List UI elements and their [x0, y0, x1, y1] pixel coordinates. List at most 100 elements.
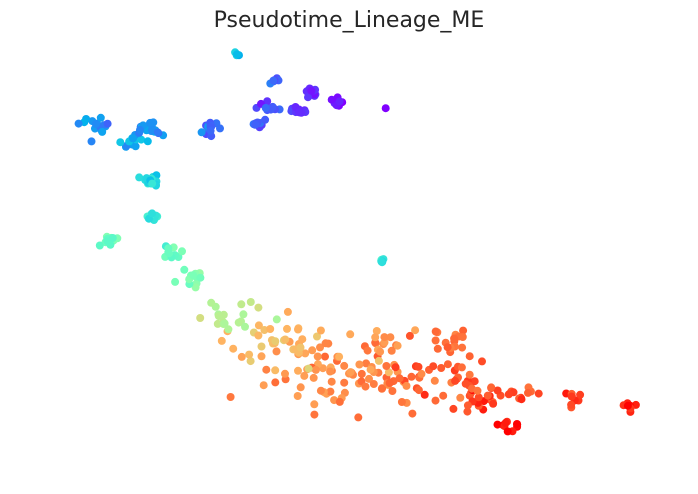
scatter-point	[91, 120, 100, 128]
scatter-point	[272, 347, 281, 356]
scatter-point	[294, 366, 302, 375]
scatter-point	[483, 391, 492, 400]
scatter-point	[261, 103, 270, 112]
scatter-point	[311, 365, 320, 374]
scatter-point	[206, 126, 215, 135]
scatter-point	[217, 336, 226, 345]
scatter-point	[377, 257, 386, 266]
scatter-point	[385, 379, 394, 387]
scatter-point	[372, 327, 381, 335]
scatter-point	[281, 369, 289, 378]
scatter-point	[229, 344, 238, 353]
scatter-point	[326, 367, 335, 376]
scatter-point	[461, 379, 470, 388]
scatter-point	[87, 137, 96, 146]
scatter-point	[254, 331, 263, 340]
scatter-point	[251, 120, 260, 129]
scatter-point	[296, 383, 305, 392]
scatter-point	[196, 273, 205, 282]
scatter-point	[262, 365, 271, 374]
scatter-point	[281, 335, 290, 344]
scatter-point	[465, 352, 474, 361]
scatter-point	[470, 377, 479, 386]
scatter-point	[310, 400, 319, 409]
scatter-point	[296, 343, 305, 352]
scatter-point	[478, 357, 486, 366]
scatter-point	[524, 388, 532, 397]
scatter-point	[387, 346, 396, 355]
scatter-point	[207, 298, 216, 307]
scatter-point	[261, 115, 270, 124]
scatter-point	[361, 382, 370, 391]
scatter-point	[266, 325, 275, 333]
scatter-point	[463, 401, 472, 410]
scatter-point	[429, 362, 438, 371]
scatter-point	[567, 400, 576, 409]
scatter-point	[391, 363, 400, 372]
scatter-point	[335, 352, 344, 361]
scatter-point	[131, 142, 140, 151]
scatter-point	[374, 356, 383, 365]
scatter-point	[517, 395, 526, 404]
scatter-point	[450, 334, 459, 343]
scatter-point	[191, 283, 200, 292]
scatter-point	[388, 387, 397, 395]
chart-title: Pseudotime_Lineage_ME	[213, 8, 485, 33]
scatter-point	[226, 393, 235, 401]
scatter-point	[96, 113, 105, 122]
scatter-point	[380, 333, 389, 342]
scatter-point	[408, 409, 417, 418]
scatter-point	[245, 350, 254, 359]
scatter-point	[346, 330, 355, 339]
scatter-point	[365, 374, 373, 383]
scatter-point	[623, 401, 632, 410]
scatter-point	[313, 352, 322, 361]
scatter-point	[263, 97, 272, 106]
scatter-point	[431, 396, 440, 405]
scatter-point	[381, 104, 390, 113]
scatter-point	[136, 125, 144, 134]
scatter-point	[395, 374, 404, 383]
scatter-point	[327, 377, 336, 386]
scatter-point	[414, 362, 423, 371]
scatter-point	[463, 407, 472, 416]
scatter-point	[237, 300, 246, 309]
scatter-point	[489, 399, 498, 408]
scatter-point	[340, 361, 349, 370]
scatter-point	[393, 341, 402, 350]
scatter-point	[335, 397, 344, 406]
scatter-point	[354, 413, 363, 422]
scatter-point	[196, 314, 205, 322]
scatter-point	[269, 76, 278, 85]
scatter-point	[449, 404, 458, 413]
scatter-point	[504, 390, 513, 399]
scatter-point	[430, 376, 439, 385]
scatter-point	[501, 418, 510, 427]
scatter-point	[257, 352, 266, 361]
scatter-point	[298, 335, 307, 344]
scatter-point	[376, 347, 385, 356]
scatter-point	[216, 124, 224, 133]
scatter-point	[378, 384, 387, 393]
scatter-point	[371, 333, 380, 342]
scatter-point	[148, 179, 157, 188]
scatter-point	[321, 352, 329, 361]
scatter-point	[493, 386, 502, 395]
scatter-point	[382, 362, 391, 370]
scatter-point	[103, 119, 112, 128]
scatter-point	[98, 127, 107, 136]
scatter-point	[220, 319, 229, 328]
scatter-point	[411, 326, 420, 335]
scatter-point	[473, 386, 482, 395]
scatter-point	[189, 271, 198, 280]
scatter-point	[283, 307, 292, 316]
scatter-point	[246, 357, 255, 366]
scatter-point	[437, 364, 446, 372]
scatter-point	[271, 337, 280, 346]
scatter-point	[369, 380, 378, 388]
scatter-point	[148, 209, 157, 218]
scatter-point	[431, 336, 440, 345]
scatter-point	[576, 390, 585, 399]
scatter-point	[74, 119, 83, 128]
scatter-point	[386, 333, 395, 342]
